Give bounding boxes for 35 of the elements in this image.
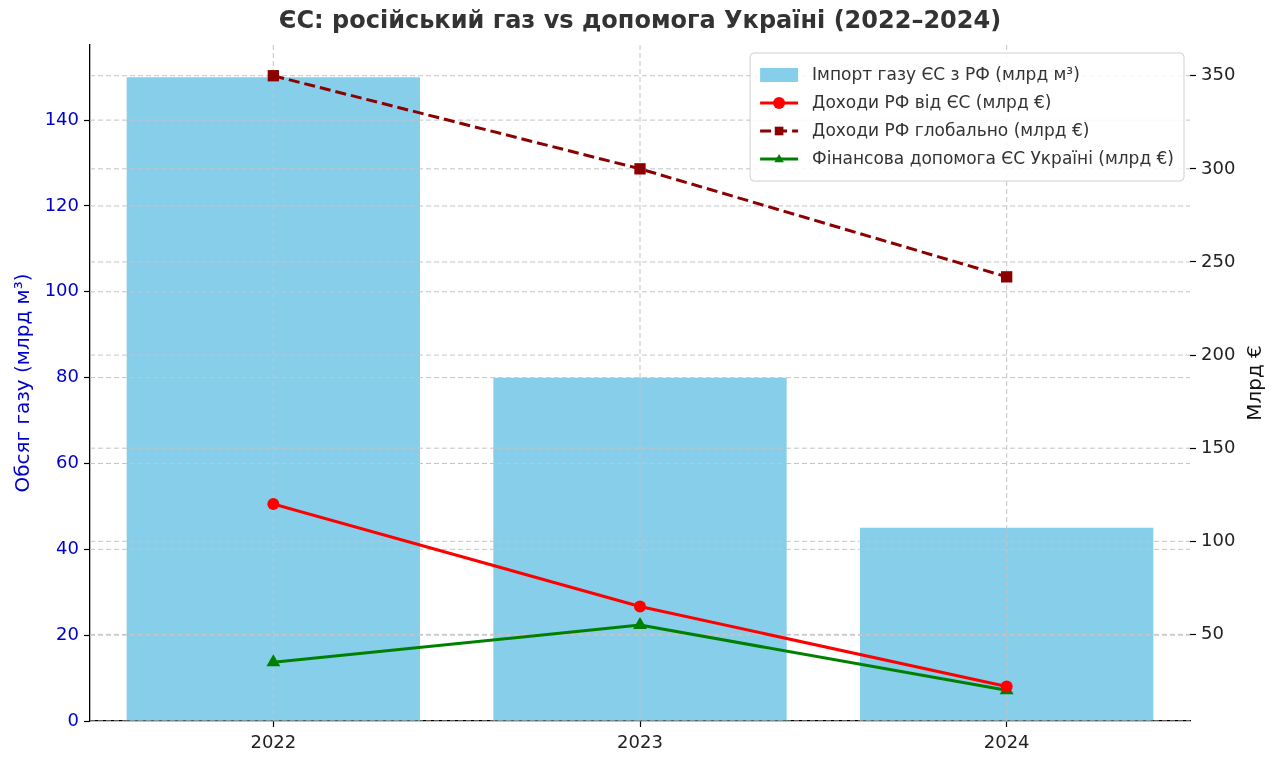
- point: [266, 654, 281, 667]
- point: [634, 163, 646, 175]
- bar: [493, 377, 787, 721]
- y2-axis-title: Млрд €: [1242, 345, 1267, 421]
- x-tick-label: 2022: [250, 731, 297, 753]
- y-tick-label: 140: [44, 107, 79, 129]
- y-tick-label: 0: [67, 708, 79, 730]
- y2-tick-label: 350: [1201, 63, 1236, 85]
- bar: [126, 77, 420, 721]
- y-tick-label: 40: [56, 536, 79, 558]
- point: [267, 498, 280, 511]
- y-tick-label: 60: [56, 451, 79, 473]
- legend-label: Доходи РФ від ЄС (млрд €): [812, 92, 1052, 113]
- y2-tick-label: 200: [1201, 342, 1236, 364]
- point: [1001, 271, 1013, 283]
- y2-tick-label: 150: [1201, 435, 1236, 457]
- point: [633, 617, 647, 630]
- x-tick-label: 2024: [983, 731, 1030, 753]
- y-tick-label: 100: [44, 279, 79, 301]
- legend-label: Імпорт газу ЄС з РФ (млрд м³): [812, 64, 1080, 85]
- point: [634, 600, 646, 613]
- y-axis-title: Обсяг газу (млрд м³): [10, 273, 35, 493]
- y2-tick-label: 250: [1201, 249, 1236, 271]
- y2-tick-label: 100: [1201, 528, 1236, 550]
- y-tick-label: 120: [44, 193, 79, 215]
- point: [267, 70, 279, 82]
- y2-tick-label: 300: [1201, 156, 1236, 178]
- y2-tick-label: 50: [1201, 622, 1224, 644]
- x-tick-label: 2023: [617, 731, 663, 753]
- chart-title: ЄС: російський газ vs допомога Україні (2022–2024): [278, 6, 1002, 35]
- y-tick-label: 20: [56, 622, 79, 644]
- bar: [860, 527, 1154, 721]
- legend-label: Фінансова допомога ЄС Україні (млрд €): [812, 148, 1174, 169]
- legend-label: Доходи РФ глобально (млрд €): [812, 120, 1090, 141]
- y-tick-label: 80: [56, 365, 79, 387]
